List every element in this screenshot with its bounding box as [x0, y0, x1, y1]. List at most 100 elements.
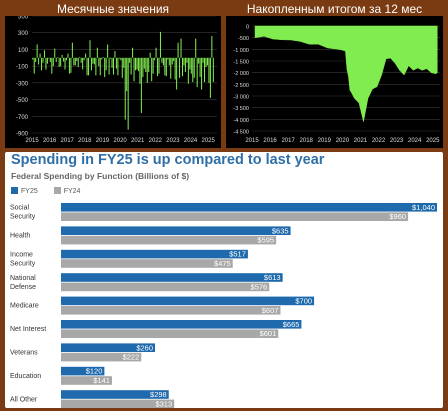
y-tick-label: -500	[238, 36, 249, 42]
x-tick-label: 2019	[96, 138, 110, 144]
x-tick-label: 2024	[184, 138, 198, 144]
monthly-bar	[49, 57, 51, 62]
fy24-value-label: $601	[260, 329, 277, 338]
plot-background	[5, 16, 221, 148]
monthly-bar	[186, 57, 188, 63]
monthly-bar	[148, 57, 150, 72]
x-tick-label: 2025	[426, 138, 440, 144]
monthly-bar	[121, 57, 123, 78]
monthly-bar	[134, 57, 137, 71]
monthly-bar	[76, 57, 78, 62]
fy25-value-label: $1,040	[412, 203, 435, 212]
x-tick-label: 2017	[61, 138, 75, 144]
y-tick-label: -4 000	[233, 118, 249, 124]
monthly-bar	[43, 50, 45, 58]
fy25-bar	[61, 273, 283, 282]
monthly-bar	[126, 57, 128, 92]
monthly-bar	[155, 47, 157, 58]
category-label: Defense	[10, 284, 36, 291]
monthly-bar	[92, 57, 94, 64]
fy24-bar	[61, 306, 281, 315]
fy24-bar	[61, 399, 175, 408]
fy24-value-label: $595	[257, 236, 274, 245]
x-tick-label: 2025	[202, 138, 216, 144]
y-tick-label: 100	[18, 48, 29, 54]
fy25-value-label: $298	[150, 390, 167, 399]
monthly-bar	[193, 57, 195, 78]
monthly-bar	[120, 57, 122, 61]
monthly-bar	[142, 57, 144, 78]
y-tick-label: -500	[16, 98, 29, 104]
x-tick-label: 2020	[336, 138, 350, 144]
monthly-bar	[51, 57, 53, 74]
monthly-bar	[95, 57, 97, 76]
monthly-bar	[209, 57, 211, 98]
monthly-bar	[184, 57, 186, 72]
monthly-bar	[171, 57, 173, 65]
category-label: Medicare	[10, 303, 39, 310]
monthly-bar	[61, 54, 63, 58]
monthly-bar	[32, 57, 34, 60]
monthly-bar	[133, 57, 135, 82]
fy25-bar	[61, 343, 155, 352]
fy25-value-label: $613	[264, 273, 281, 282]
monthly-bar	[129, 57, 131, 63]
category-label: Health	[10, 233, 30, 240]
fy25-value-label: $665	[283, 320, 300, 329]
fy25-value-label: $517	[229, 250, 246, 259]
monthly-bar	[202, 57, 204, 63]
monthly-bar	[54, 48, 56, 58]
x-tick-label: 2017	[281, 138, 295, 144]
x-tick-label: 2023	[390, 138, 404, 144]
fy25-value-label: $120	[86, 367, 103, 376]
monthly-bar	[38, 57, 40, 65]
fy25-value-label: $260	[136, 343, 153, 352]
y-tick-label: -700	[16, 115, 29, 121]
monthly-bar	[102, 56, 104, 58]
monthly-bar	[201, 57, 203, 90]
fy25-bar	[61, 203, 437, 212]
fy24-bar	[61, 212, 409, 221]
category-label: Education	[10, 373, 41, 380]
y-tick-label: -1 000	[233, 48, 249, 54]
monthly-bar	[190, 57, 192, 74]
y-tick-label: -4 500	[233, 130, 249, 136]
monthly-bar	[183, 57, 185, 66]
category-label: Social	[10, 205, 30, 212]
spending-subtitle: Federal Spending by Function (Billions o…	[11, 171, 190, 181]
category-label: Security	[10, 214, 36, 221]
monthly-bar	[105, 57, 107, 71]
monthly-bar	[68, 57, 70, 74]
monthly-bar	[199, 57, 201, 78]
monthly-bar	[212, 57, 214, 83]
monthly-bar	[46, 57, 48, 64]
cumulative-chart-title: Накопленным итогом за 12 мес	[226, 2, 443, 16]
monthly-bar	[41, 57, 43, 71]
monthly-bar	[85, 53, 87, 58]
monthly-bar	[187, 57, 189, 84]
x-tick-label: 2016	[43, 138, 57, 144]
fy25-bar	[61, 320, 302, 329]
fy25-value-label: $635	[272, 226, 289, 235]
monthly-bar	[204, 57, 206, 83]
y-tick-label: -2 000	[233, 71, 249, 77]
monthly-bar	[39, 53, 41, 58]
monthly-values-panel: Месячные значения 500 300 100 -100 -300 -500 -…	[5, 0, 221, 148]
category-label: Income	[10, 251, 33, 258]
fy24-value-label: $222	[123, 353, 140, 362]
fy24-bar	[61, 376, 112, 385]
monthly-bar	[140, 57, 142, 113]
monthly-bar	[179, 57, 181, 78]
y-tick-label: -900	[16, 132, 29, 138]
monthly-bar	[90, 57, 92, 71]
fy24-value-label: $607	[262, 306, 279, 315]
x-tick-label: 2016	[263, 138, 277, 144]
cumulative-chart-title-text: Накопленным итогом за 12 мес	[246, 2, 423, 16]
monthly-bar	[165, 57, 167, 77]
fy25-bar	[61, 296, 315, 306]
monthly-bar	[93, 57, 95, 65]
monthly-bar	[98, 57, 100, 67]
monthly-bar	[143, 57, 145, 69]
monthly-bar	[181, 57, 184, 77]
spending-bar-chart: Social Security $1,040 $960 Health $635$595 In…	[10, 203, 437, 408]
